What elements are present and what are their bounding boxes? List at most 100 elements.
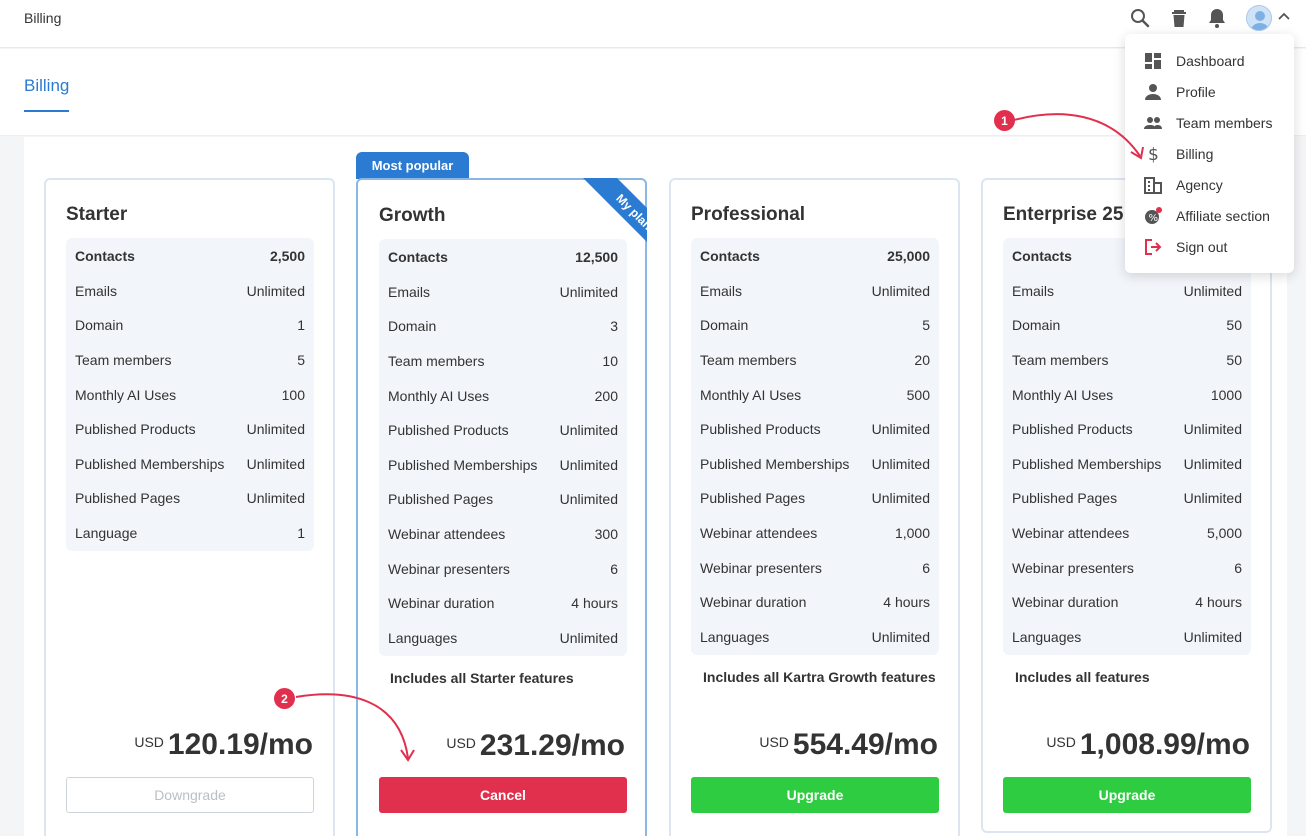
menu-item-billing[interactable]: $ Billing bbox=[1125, 139, 1294, 169]
feature-row: Languages Unlimited bbox=[1012, 620, 1242, 655]
includes-text: Includes all Starter features bbox=[390, 670, 574, 686]
feature-row: Webinar duration 4 hours bbox=[700, 585, 930, 620]
downgrade-button[interactable]: Downgrade bbox=[66, 777, 314, 813]
feature-row: Team members 50 bbox=[1012, 343, 1242, 378]
plan-price: USD 1,008.99/mo bbox=[1046, 728, 1250, 762]
plan-price: USD 120.19/mo bbox=[134, 728, 313, 762]
includes-text: Includes all features bbox=[1015, 669, 1150, 685]
feature-label: Monthly AI Uses bbox=[388, 387, 490, 404]
plan-card-professional: Professional Contacts 25,000 Emails Unlimit… bbox=[669, 178, 960, 836]
arrow-to-cancel bbox=[295, 693, 409, 759]
search-icon[interactable] bbox=[1128, 6, 1152, 30]
feature-value: Unlimited bbox=[871, 628, 930, 645]
feature-row: Team members 5 bbox=[75, 343, 305, 378]
feature-value: 1,000 bbox=[894, 525, 930, 542]
feature-value: 1000 bbox=[1210, 386, 1242, 403]
people-icon bbox=[1143, 113, 1163, 133]
feature-value: Unlimited bbox=[1183, 455, 1242, 472]
chevron-up-icon[interactable] bbox=[1276, 8, 1292, 24]
menu-item-dashboard[interactable]: Dashboard bbox=[1125, 46, 1294, 76]
feature-label: Published Pages bbox=[388, 491, 494, 508]
feature-value: Unlimited bbox=[871, 282, 930, 299]
feature-label: Webinar presenters bbox=[700, 559, 822, 576]
feature-row: Published Products Unlimited bbox=[388, 413, 618, 448]
feature-label: Languages bbox=[700, 628, 770, 645]
menu-item-agency[interactable]: Agency bbox=[1125, 170, 1294, 200]
plan-card-growth: My plan Growth Contacts 12,500 Emails Unlim… bbox=[356, 178, 647, 836]
person-icon bbox=[1143, 82, 1163, 102]
feature-label: Domain bbox=[388, 318, 437, 335]
svg-text:%: % bbox=[1149, 213, 1159, 224]
feature-label: Published Memberships bbox=[700, 455, 850, 472]
price-amount: 120.19/mo bbox=[167, 728, 313, 761]
feature-label: Emails bbox=[75, 282, 118, 299]
feature-row: Webinar presenters 6 bbox=[388, 551, 618, 586]
feature-value: Unlimited bbox=[246, 421, 305, 438]
menu-item-profile[interactable]: Profile bbox=[1125, 77, 1294, 107]
feature-value: 1 bbox=[297, 317, 305, 334]
feature-label: Domain bbox=[1012, 317, 1061, 334]
feature-value: 6 bbox=[610, 560, 618, 577]
feature-row: Webinar presenters 6 bbox=[1012, 550, 1242, 585]
feature-value: 1 bbox=[297, 525, 305, 542]
upgrade-button[interactable]: Upgrade bbox=[1003, 777, 1251, 813]
feature-value: 300 bbox=[594, 526, 618, 543]
feature-row: Language 1 bbox=[75, 516, 305, 551]
building-icon bbox=[1143, 175, 1163, 195]
plan-name: Growth bbox=[379, 205, 446, 226]
includes-text: Includes all Kartra Growth features bbox=[703, 669, 936, 685]
feature-value: Unlimited bbox=[871, 421, 930, 438]
feature-row: Emails Unlimited bbox=[700, 274, 930, 309]
feature-row: Published Memberships Unlimited bbox=[700, 447, 930, 482]
menu-item-affiliate-section[interactable]: % Affiliate section bbox=[1125, 201, 1294, 231]
feature-value: 3 bbox=[610, 318, 618, 335]
feature-row: Webinar attendees 1,000 bbox=[700, 516, 930, 551]
menu-item-label: Agency bbox=[1176, 177, 1223, 193]
sub-navigation: Billing bbox=[0, 49, 1306, 136]
feature-label: Published Pages bbox=[1012, 490, 1118, 507]
plan-name: Starter bbox=[66, 204, 128, 225]
bell-icon[interactable] bbox=[1205, 6, 1229, 30]
tab-billing[interactable]: Billing bbox=[24, 76, 70, 112]
plan-card-enterprise: Enterprise 25 Contacts Emails Unlimited Dom… bbox=[981, 178, 1272, 833]
cancel-button[interactable]: Cancel bbox=[379, 777, 627, 813]
annotation-badge: 1 bbox=[994, 110, 1015, 131]
menu-item-label: Sign out bbox=[1176, 239, 1228, 255]
feature-label: Monthly AI Uses bbox=[1012, 386, 1114, 403]
feature-label: Published Pages bbox=[75, 490, 181, 507]
menu-item-label: Profile bbox=[1176, 84, 1216, 100]
feature-row: Published Pages Unlimited bbox=[75, 481, 305, 516]
feature-value: 6 bbox=[1234, 559, 1242, 576]
annotation-badge: 2 bbox=[274, 688, 295, 709]
feature-list: Contacts 12,500 Emails Unlimited Domain 3 Team… bbox=[379, 239, 627, 657]
price-currency: USD bbox=[446, 735, 476, 751]
feature-label: Webinar attendees bbox=[388, 526, 506, 543]
feature-label: Domain bbox=[75, 317, 124, 334]
feature-value: 200 bbox=[594, 387, 618, 404]
feature-label: Team members bbox=[1012, 352, 1109, 369]
feature-row: Emails Unlimited bbox=[388, 275, 618, 310]
avatar[interactable] bbox=[1246, 5, 1272, 31]
feature-value: Unlimited bbox=[1183, 628, 1242, 645]
trash-icon[interactable] bbox=[1167, 6, 1191, 30]
feature-label: Monthly AI Uses bbox=[75, 386, 177, 403]
feature-value: 5 bbox=[297, 352, 305, 369]
menu-item-team-members[interactable]: Team members bbox=[1125, 108, 1294, 138]
feature-value: Unlimited bbox=[871, 490, 930, 507]
dollar-icon: $ bbox=[1143, 144, 1163, 165]
price-amount: 1,008.99/mo bbox=[1079, 728, 1250, 761]
menu-item-sign-out[interactable]: Sign out bbox=[1125, 232, 1294, 262]
feature-label: Domain bbox=[700, 317, 749, 334]
feature-label: Webinar duration bbox=[700, 594, 807, 611]
feature-row: Monthly AI Uses 200 bbox=[388, 378, 618, 413]
feature-label: Contacts bbox=[1012, 248, 1072, 265]
upgrade-button[interactable]: Upgrade bbox=[691, 777, 939, 813]
price-currency: USD bbox=[134, 734, 164, 750]
menu-item-label: Affiliate section bbox=[1176, 208, 1270, 224]
price-currency: USD bbox=[759, 734, 789, 750]
feature-row: Monthly AI Uses 1000 bbox=[1012, 377, 1242, 412]
plan-name: Professional bbox=[691, 204, 806, 225]
arrow-to-billing bbox=[1013, 113, 1141, 157]
feature-row: Emails Unlimited bbox=[75, 274, 305, 309]
feature-row: Published Products Unlimited bbox=[1012, 412, 1242, 447]
